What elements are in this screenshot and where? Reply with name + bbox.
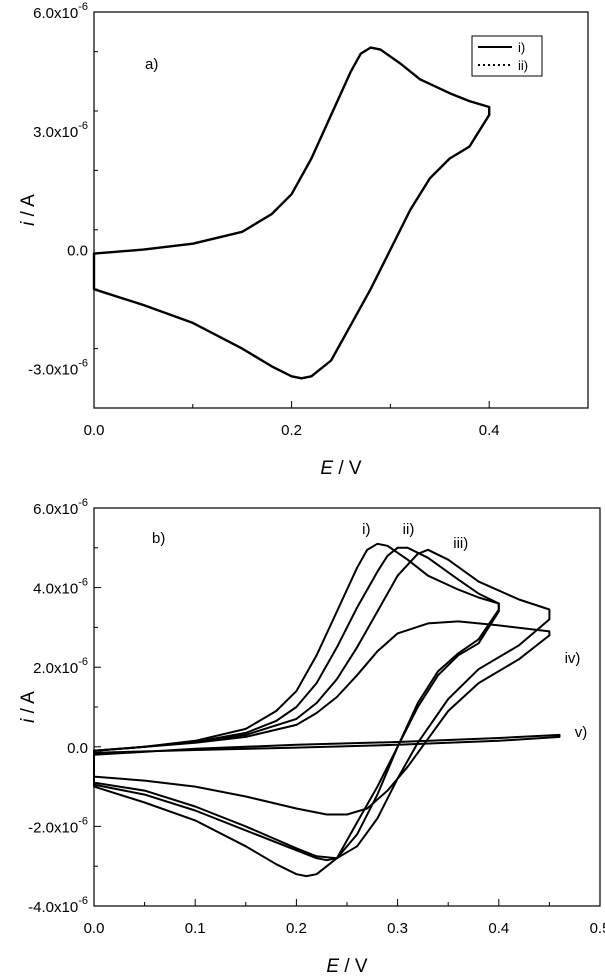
legend-entry: ii) xyxy=(518,58,528,73)
x-tick-label: 0.2 xyxy=(281,422,302,439)
x-tick-label: 0.1 xyxy=(185,920,206,937)
panel-b: 0.0 0.1 0.2 0.3 0.4 0.5 6.0x10-6 4.0x10-6 2.0x10… xyxy=(18,497,605,977)
x-tick-label: 0.4 xyxy=(488,920,509,937)
legend: i) ii) xyxy=(471,35,543,77)
curve-label: iii) xyxy=(453,535,468,552)
y-tick-label: 6.0x10-6 xyxy=(33,1,88,22)
series-line-5 xyxy=(93,733,561,756)
y-tick-label: -4.0x10-6 xyxy=(28,895,88,916)
y-axis-title: i / A xyxy=(18,691,39,723)
series-line-4 xyxy=(93,620,551,816)
legend-entry: i) xyxy=(518,40,525,55)
y-tick-label: 0.0 xyxy=(67,243,88,260)
series-line-3 xyxy=(93,548,551,860)
panel-a: 0.0 0.2 0.4 6.0x10-6 3.0x10-6 0.0 -3.0x10-6 E /… xyxy=(18,1,589,479)
series-line-2 xyxy=(93,46,490,380)
x-tick-label: 0.3 xyxy=(387,920,408,937)
curve-label: i) xyxy=(362,521,370,538)
panel-label: a) xyxy=(145,56,158,73)
y-tick-label: 2.0x10-6 xyxy=(33,656,88,677)
series-line-2 xyxy=(93,546,500,862)
x-tick-label: 0.5 xyxy=(590,920,605,937)
y-tick-label: 6.0x10-6 xyxy=(33,497,88,518)
plot-frame xyxy=(93,11,589,409)
x-tick-label: 0.0 xyxy=(84,422,105,439)
y-tick-label: 0.0 xyxy=(67,740,88,757)
series-line-1 xyxy=(93,542,500,878)
panel-label: b) xyxy=(152,530,165,547)
curve-label: v) xyxy=(575,724,588,741)
x-axis-title: E / V xyxy=(326,956,368,977)
y-axis-title: i / A xyxy=(18,194,39,226)
x-tick-label: 0.2 xyxy=(286,920,307,937)
y-tick-label: -3.0x10-6 xyxy=(28,357,88,378)
x-tick-label: 0.0 xyxy=(84,920,105,937)
curve-label: iv) xyxy=(565,650,581,667)
y-tick-label: 3.0x10-6 xyxy=(33,120,88,141)
y-tick-label: 4.0x10-6 xyxy=(33,577,88,598)
x-axis-title: E / V xyxy=(320,458,362,479)
legend-box xyxy=(471,35,543,77)
y-tick-label: -2.0x10-6 xyxy=(28,815,88,836)
x-tick-label: 0.4 xyxy=(479,422,500,439)
curve-label: ii) xyxy=(403,521,415,538)
series-line-1 xyxy=(92,46,491,380)
